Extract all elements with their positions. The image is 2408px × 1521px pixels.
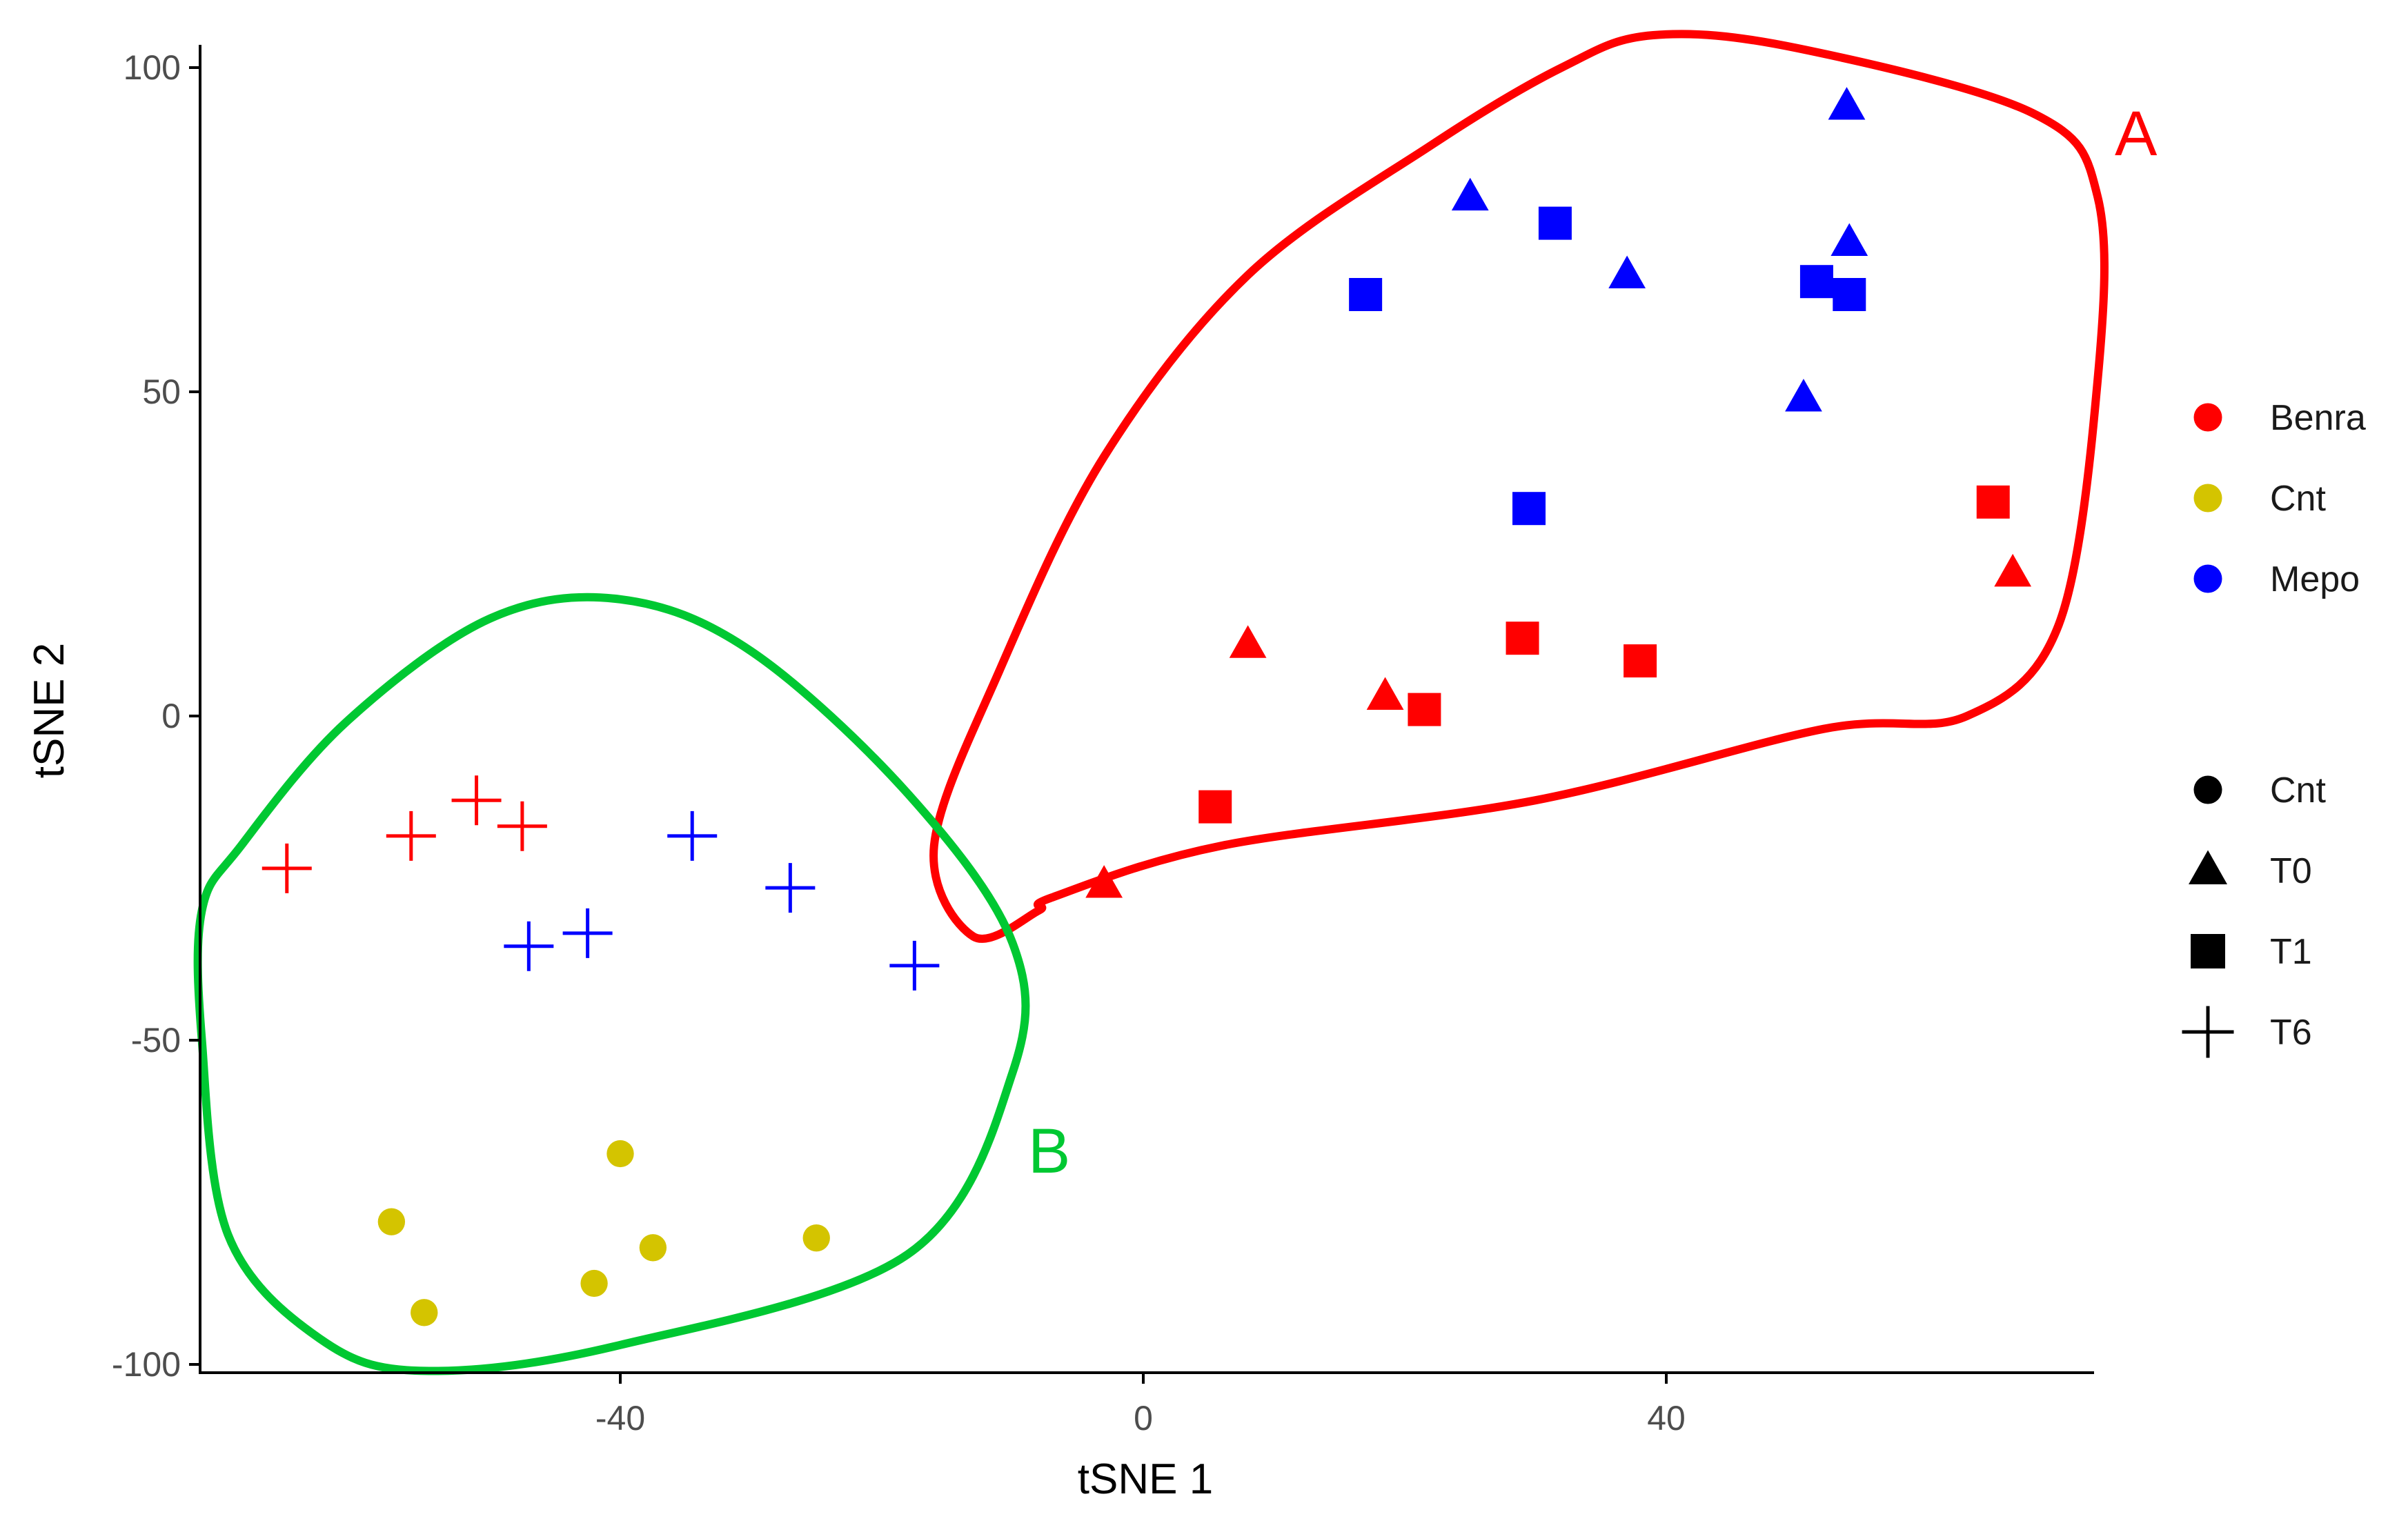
- point-cnt-cnt: [411, 1299, 438, 1326]
- y-axis-title: tSNE 2: [26, 643, 73, 778]
- point-cnt-cnt: [802, 1224, 830, 1252]
- point-mepo-t6: [765, 863, 816, 913]
- legend-swatch-cnt: [2193, 484, 2222, 513]
- point-mepo-t6: [504, 921, 554, 971]
- x-tick-label: 40: [1647, 1399, 1686, 1438]
- y-tick-label: 50: [142, 372, 181, 411]
- legend-swatch-mepo: [2193, 564, 2222, 593]
- legend-label-t0: T0: [2270, 851, 2312, 891]
- point-cnt-cnt: [606, 1140, 634, 1168]
- point-mepo-t1: [1512, 492, 1546, 526]
- legend-label-mepo: Mepo: [2270, 559, 2360, 599]
- legend-swatch-t6: [2182, 1006, 2234, 1058]
- legend-label-cnt: Cnt: [2270, 479, 2326, 519]
- cluster-outline-b: [193, 593, 1030, 1375]
- point-cnt-cnt: [639, 1234, 667, 1262]
- point-cnt-cnt: [377, 1208, 406, 1235]
- legend-label-t1: T1: [2270, 932, 2312, 972]
- point-mepo-t1: [1349, 278, 1383, 311]
- point-benra-t1: [1506, 622, 1539, 655]
- legend-swatch-benra: [2193, 403, 2222, 432]
- data-points: [261, 87, 2032, 1326]
- legend-label-benra: Benra: [2270, 398, 2366, 438]
- point-benra-t1: [1976, 485, 2010, 519]
- point-benra-t1: [1624, 644, 1657, 678]
- point-mepo-t0: [1608, 255, 1646, 288]
- point-mepo-t0: [1828, 87, 1866, 120]
- x-tick-label: -40: [595, 1399, 645, 1438]
- point-mepo-t6: [562, 908, 613, 958]
- point-benra-t1: [1408, 693, 1441, 726]
- y-tick-label: 0: [161, 697, 181, 735]
- legend-swatch-t0: [2189, 850, 2227, 884]
- point-mepo-t1: [1538, 206, 1572, 240]
- x-axis-title: tSNE 1: [1078, 1455, 1213, 1503]
- legend-swatch-cnt: [2193, 775, 2222, 804]
- legend: Benra Cnt Mepo Cnt T0 T1 T6: [2182, 398, 2366, 1058]
- point-benra-t0: [1085, 865, 1123, 898]
- cluster-label-a: A: [2115, 99, 2158, 169]
- point-benra-t6: [386, 811, 436, 861]
- cluster-outline-layer: AB: [193, 30, 2158, 1375]
- point-benra-t0: [1994, 553, 2032, 587]
- cluster-outline-a: [929, 30, 2109, 943]
- axis-ticks: -40 0 40 -100 -50 0 50 100: [112, 48, 1686, 1438]
- point-benra-t6: [261, 843, 312, 893]
- point-mepo-t0: [1451, 177, 1489, 211]
- point-cnt-cnt: [580, 1269, 608, 1298]
- point-mepo-t1: [1799, 265, 1833, 299]
- point-mepo-t0: [1785, 379, 1822, 412]
- cluster-label-b: B: [1028, 1116, 1070, 1186]
- y-tick-label: -100: [112, 1345, 181, 1384]
- point-benra-t1: [1198, 790, 1232, 824]
- point-mepo-t6: [889, 940, 940, 991]
- legend-swatch-t1: [2191, 934, 2225, 968]
- axes: [199, 45, 2094, 1374]
- point-benra-t6: [451, 775, 502, 826]
- point-benra-t6: [497, 801, 547, 851]
- y-tick-label: 100: [124, 48, 181, 87]
- legend-label-t6: T6: [2270, 1013, 2312, 1053]
- point-mepo-t0: [1830, 223, 1868, 256]
- point-mepo-t6: [667, 811, 718, 861]
- legend-label-cnt: Cnt: [2270, 771, 2326, 811]
- point-benra-t0: [1366, 677, 1404, 710]
- y-tick-label: -50: [131, 1021, 181, 1060]
- point-benra-t0: [1229, 625, 1267, 658]
- x-tick-label: 0: [1134, 1399, 1153, 1438]
- point-mepo-t1: [1833, 278, 1866, 311]
